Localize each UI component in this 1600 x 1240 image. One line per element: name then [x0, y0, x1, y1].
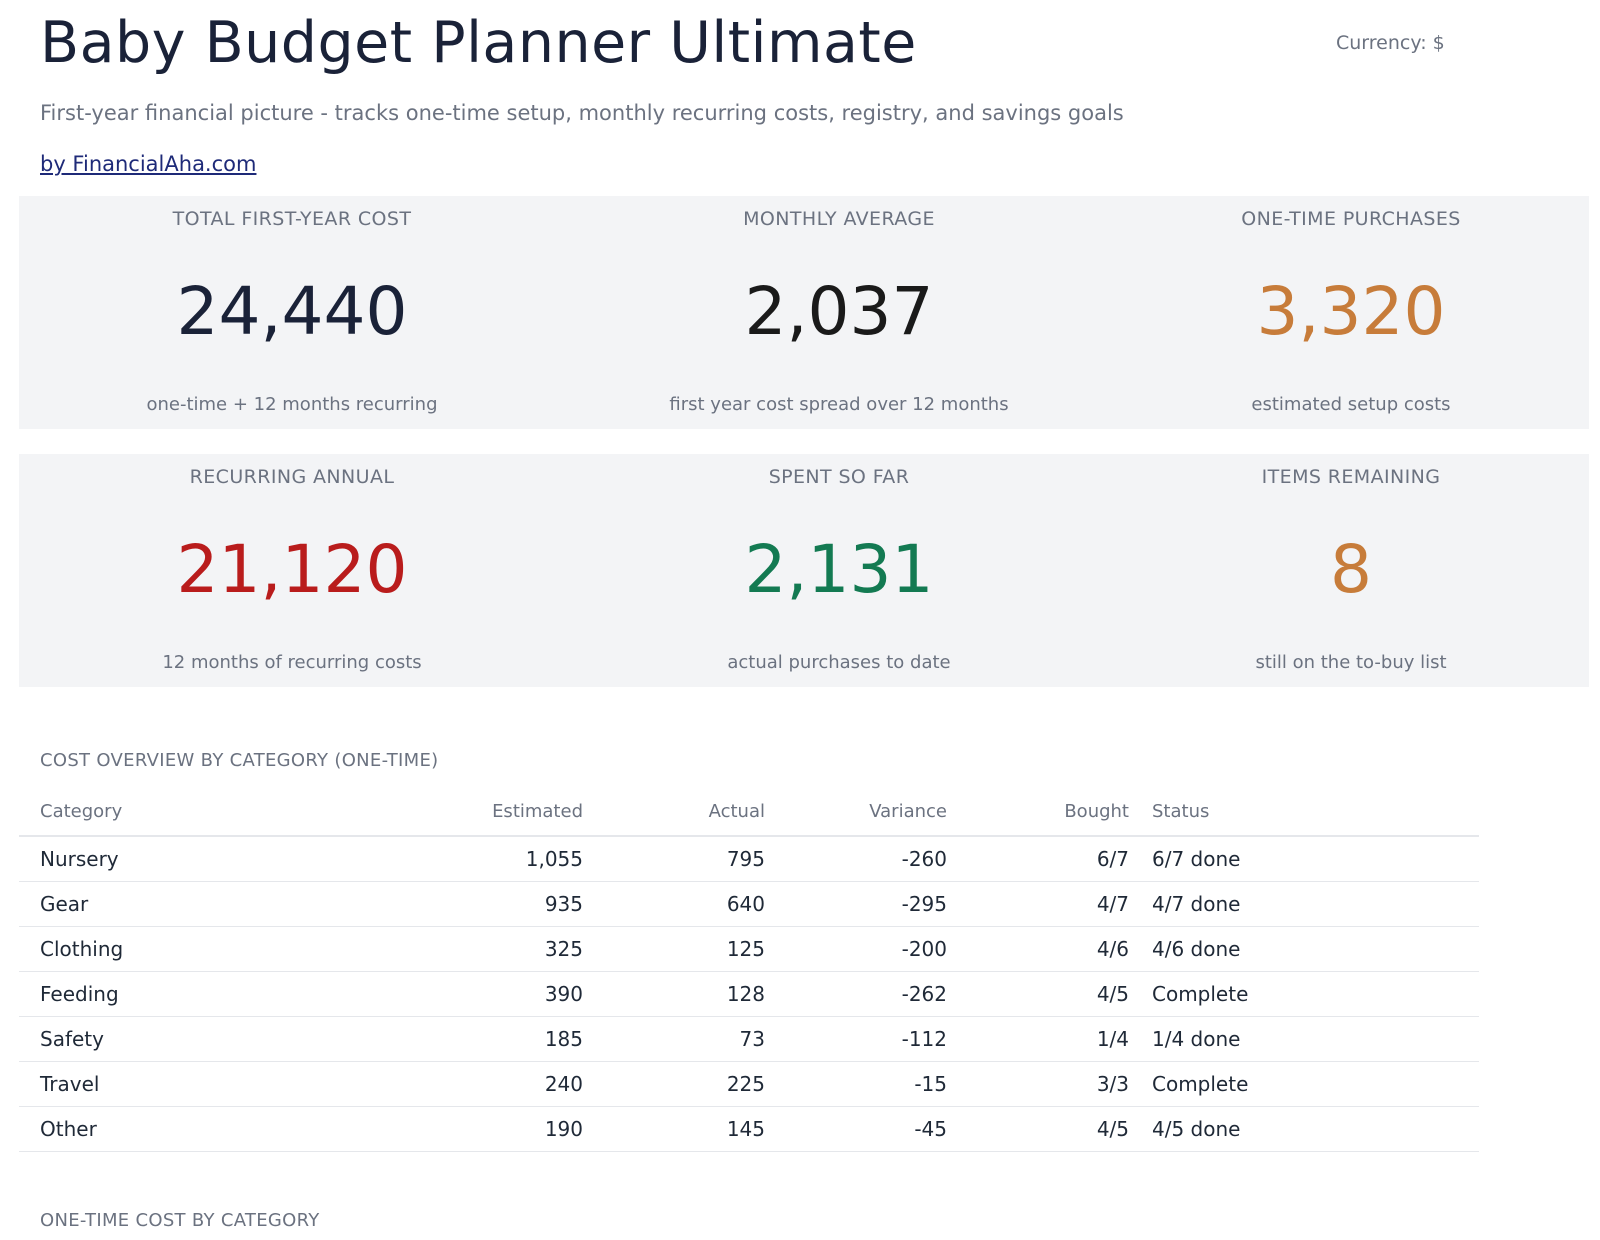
table-row: Travel 240 225 -15 3/3 Complete [19, 1061, 1479, 1107]
table-header-row: Category Estimated Actual Variance Bough… [19, 788, 1479, 837]
kpi-value: 3,320 [1256, 273, 1446, 350]
kpi-note: first year cost spread over 12 months [669, 394, 1009, 415]
kpi-value: 2,037 [744, 273, 934, 350]
cell-status: 1/4 done [1129, 1016, 1479, 1062]
cell-category: Safety [19, 1016, 363, 1062]
kpi-note: one-time + 12 months recurring [146, 394, 438, 415]
cell-estimated: 325 [363, 926, 583, 972]
cell-variance: -112 [765, 1016, 947, 1062]
kpi-value: 2,131 [744, 531, 934, 608]
cell-bought: 1/4 [947, 1016, 1129, 1062]
cell-bought: 3/3 [947, 1061, 1129, 1107]
kpi-note: estimated setup costs [1251, 394, 1451, 415]
kpi-total-first-year-cost: TOTAL FIRST-YEAR COST 24,440 one-time + … [19, 196, 565, 429]
cost-overview-title: COST OVERVIEW BY CATEGORY (ONE-TIME) [40, 750, 439, 771]
kpi-label: ITEMS REMAINING [1261, 466, 1441, 488]
table-row: Safety 185 73 -112 1/4 1/4 done [19, 1016, 1479, 1062]
cell-actual: 795 [583, 836, 765, 882]
column-header-variance[interactable]: Variance [765, 788, 947, 837]
kpi-one-time-purchases: ONE-TIME PURCHASES 3,320 estimated setup… [1113, 196, 1589, 429]
cell-estimated: 190 [363, 1106, 583, 1152]
cell-actual: 125 [583, 926, 765, 972]
cell-variance: -262 [765, 971, 947, 1017]
cell-variance: -15 [765, 1061, 947, 1107]
cell-status: 4/7 done [1129, 881, 1479, 927]
kpi-label: RECURRING ANNUAL [189, 466, 395, 488]
kpi-label: TOTAL FIRST-YEAR COST [172, 208, 412, 230]
cell-bought: 4/6 [947, 926, 1129, 972]
cell-estimated: 390 [363, 971, 583, 1017]
kpi-spent-so-far: SPENT SO FAR 2,131 actual purchases to d… [565, 454, 1113, 687]
kpi-note: actual purchases to date [727, 652, 951, 673]
page-subtitle: First-year financial picture - tracks on… [40, 101, 1124, 125]
kpi-note: 12 months of recurring costs [162, 652, 422, 673]
column-header-category[interactable]: Category [19, 788, 363, 837]
kpi-monthly-average: MONTHLY AVERAGE 2,037 first year cost sp… [565, 196, 1113, 429]
page-title: Baby Budget Planner Ultimate [40, 10, 917, 76]
kpi-items-remaining: ITEMS REMAINING 8 still on the to-buy li… [1113, 454, 1589, 687]
cell-actual: 73 [583, 1016, 765, 1062]
table-row: Clothing 325 125 -200 4/6 4/6 done [19, 926, 1479, 972]
kpi-value: 24,440 [176, 273, 408, 350]
cell-actual: 145 [583, 1106, 765, 1152]
cell-actual: 640 [583, 881, 765, 927]
cell-variance: -45 [765, 1106, 947, 1152]
cell-variance: -260 [765, 836, 947, 882]
cell-category: Gear [19, 881, 363, 927]
cell-bought: 4/7 [947, 881, 1129, 927]
cell-estimated: 240 [363, 1061, 583, 1107]
table-row: Gear 935 640 -295 4/7 4/7 done [19, 881, 1479, 927]
cell-estimated: 185 [363, 1016, 583, 1062]
kpi-row-1: TOTAL FIRST-YEAR COST 24,440 one-time + … [19, 196, 1589, 429]
cell-actual: 225 [583, 1061, 765, 1107]
table-row: Feeding 390 128 -262 4/5 Complete [19, 971, 1479, 1017]
kpi-label: SPENT SO FAR [768, 466, 910, 488]
currency-label: Currency: $ [1336, 32, 1445, 54]
kpi-recurring-annual: RECURRING ANNUAL 21,120 12 months of rec… [19, 454, 565, 687]
table-row: Other 190 145 -45 4/5 4/5 done [19, 1106, 1479, 1152]
column-header-bought[interactable]: Bought [947, 788, 1129, 837]
cell-category: Travel [19, 1061, 363, 1107]
kpi-label: MONTHLY AVERAGE [743, 208, 935, 230]
cell-variance: -295 [765, 881, 947, 927]
cell-category: Feeding [19, 971, 363, 1017]
kpi-value: 21,120 [176, 531, 408, 608]
cell-status: Complete [1129, 971, 1479, 1017]
cell-bought: 6/7 [947, 836, 1129, 882]
column-header-status[interactable]: Status [1129, 788, 1479, 837]
cell-estimated: 935 [363, 881, 583, 927]
kpi-note: still on the to-buy list [1255, 652, 1447, 673]
cell-actual: 128 [583, 971, 765, 1017]
cell-bought: 4/5 [947, 1106, 1129, 1152]
cell-status: 4/5 done [1129, 1106, 1479, 1152]
kpi-label: ONE-TIME PURCHASES [1241, 208, 1461, 230]
cell-estimated: 1,055 [363, 836, 583, 882]
kpi-row-2: RECURRING ANNUAL 21,120 12 months of rec… [19, 454, 1589, 687]
cell-category: Other [19, 1106, 363, 1152]
byline-link[interactable]: by FinancialAha.com [40, 152, 257, 176]
cell-category: Nursery [19, 836, 363, 882]
cell-category: Clothing [19, 926, 363, 972]
cell-status: Complete [1129, 1061, 1479, 1107]
cell-bought: 4/5 [947, 971, 1129, 1017]
column-header-estimated[interactable]: Estimated [363, 788, 583, 837]
cell-variance: -200 [765, 926, 947, 972]
cell-status: 4/6 done [1129, 926, 1479, 972]
kpi-value: 8 [1330, 531, 1372, 608]
column-header-actual[interactable]: Actual [583, 788, 765, 837]
table-row: Nursery 1,055 795 -260 6/7 6/7 done [19, 836, 1479, 882]
cell-status: 6/7 done [1129, 836, 1479, 882]
one-time-cost-by-category-title: ONE-TIME COST BY CATEGORY [40, 1210, 320, 1231]
cost-overview-table: Category Estimated Actual Variance Bough… [19, 788, 1479, 1152]
